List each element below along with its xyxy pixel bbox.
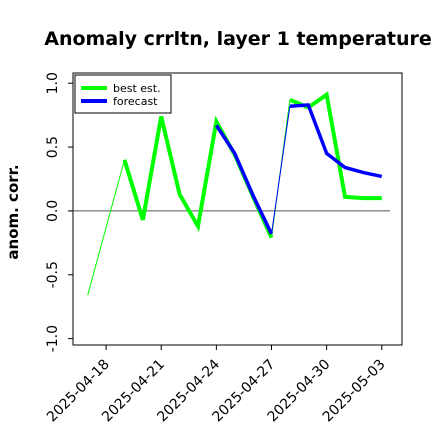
y-axis: -1.0 -0.5 0.0 0.5 1.0 — [45, 72, 73, 352]
forecast-line — [214, 124, 274, 235]
y-tick-label: 1.0 — [45, 72, 61, 94]
y-tick-label: -1.0 — [45, 325, 61, 352]
y-tick-label: -0.5 — [45, 261, 61, 288]
legend-label: forecast — [113, 95, 158, 108]
best-estimate-line — [122, 115, 274, 239]
forecast-thin-segment — [271, 106, 291, 234]
x-axis: 2025-04-182025-04-212025-04-242025-04-27… — [44, 345, 389, 425]
plot-frame — [72, 72, 403, 346]
legend-label: best est. — [113, 82, 161, 95]
legend-box — [74, 74, 172, 114]
best-estimate-spinup-line — [87, 159, 125, 296]
y-axis-label: anom. corr. — [4, 164, 22, 259]
chart-title: Anomaly crrltn, layer 1 temperature — [44, 28, 432, 50]
y-tick-label: 0.5 — [45, 136, 61, 158]
series-layer — [87, 91, 383, 296]
best-estimate-line — [289, 91, 382, 201]
y-tick-label: 0.0 — [45, 200, 61, 222]
legend: best est.forecast — [74, 74, 172, 114]
forecast-line — [289, 103, 383, 179]
